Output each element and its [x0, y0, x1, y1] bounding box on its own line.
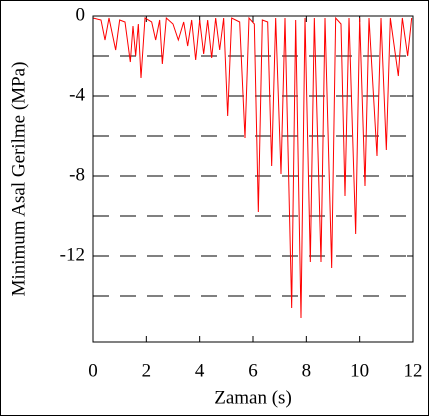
x-axis-label: Zaman (s)	[214, 387, 292, 408]
x-tick-label: 8	[302, 360, 312, 381]
x-tick-label: 12	[404, 360, 423, 381]
y-tick-label: -8	[69, 164, 85, 185]
x-tick-label: 4	[195, 360, 205, 381]
y-tick-label: -12	[60, 244, 85, 265]
y-axis-label: Minimum Asal Gerilme (MPa)	[8, 62, 29, 297]
x-tick-label: 10	[350, 360, 369, 381]
y-tick-label: -4	[69, 84, 85, 105]
data-line	[92, 16, 413, 319]
x-tick-label: 2	[142, 360, 152, 381]
plot-border	[92, 15, 414, 343]
x-tick-label: 0	[88, 360, 98, 381]
y-tick-label: 0	[76, 4, 86, 25]
x-tick-label: 6	[248, 360, 258, 381]
